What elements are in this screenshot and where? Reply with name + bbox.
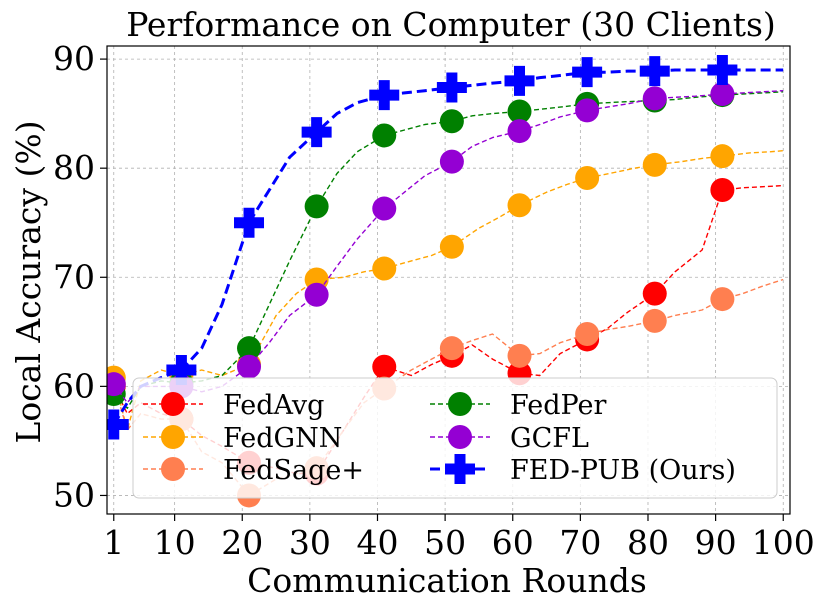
x-tick-label: 90	[695, 523, 737, 562]
x-tick-label: 80	[627, 523, 669, 562]
legend-item-fedper: FedPer	[430, 390, 606, 421]
data-point	[642, 308, 667, 333]
legend-label: FedGNN	[223, 423, 342, 454]
data-point	[304, 194, 329, 219]
data-point	[575, 166, 600, 190]
y-tick-label: 80	[53, 148, 95, 187]
data-point	[166, 355, 197, 385]
data-point	[642, 152, 667, 177]
data-point	[710, 82, 735, 106]
data-point	[710, 178, 735, 202]
data-point	[439, 109, 464, 134]
data-point	[507, 193, 532, 218]
legend-marker	[161, 457, 185, 481]
data-point	[436, 72, 467, 103]
series-line-fedper	[113, 91, 784, 409]
legend-marker	[448, 392, 472, 416]
legend-item-fedgnn: FedGNN	[143, 423, 342, 454]
data-point	[707, 55, 738, 85]
x-tick-label: 20	[221, 523, 263, 562]
x-axis-label: Communication Rounds	[247, 561, 647, 600]
data-point	[372, 354, 397, 379]
data-point	[372, 123, 397, 148]
legend-marker	[448, 425, 472, 449]
data-point	[572, 57, 603, 88]
x-tick-label: 50	[424, 523, 466, 562]
x-tick-label: 70	[559, 523, 601, 562]
axis-ticks: 1 10 20 30 40 50 60 70 80 90 100 50 60 70 80 90	[53, 39, 815, 562]
data-point	[372, 256, 397, 281]
data-point	[507, 119, 532, 144]
y-tick-label: 50	[53, 475, 95, 514]
data-point	[507, 343, 532, 368]
legend-item-gcfl: GCFL	[430, 423, 589, 454]
data-point	[237, 354, 262, 379]
data-point	[642, 86, 667, 111]
data-point	[107, 409, 129, 440]
data-point	[710, 144, 735, 169]
x-tick-label: 60	[492, 523, 534, 562]
plot-frame	[106, 45, 791, 515]
x-tick-label: 30	[289, 523, 331, 562]
data-point	[575, 98, 600, 123]
y-tick-label: 60	[53, 366, 95, 405]
x-tick-label: 40	[356, 523, 398, 562]
data-point	[304, 282, 329, 307]
data-point	[237, 336, 262, 361]
legend-label: GCFL	[510, 423, 589, 454]
data-point	[372, 196, 397, 221]
y-tick-label: 90	[53, 39, 95, 78]
legend-marker	[161, 392, 185, 416]
data-point	[642, 281, 667, 306]
data-point	[507, 99, 532, 124]
legend-marker	[161, 425, 185, 449]
legend-label: FED-PUB (Ours)	[510, 455, 736, 486]
data-point	[710, 287, 735, 312]
data-point	[504, 65, 535, 96]
legend-marker	[445, 454, 475, 484]
legend-item-fed-pub-ours: FED-PUB (Ours)	[430, 454, 736, 486]
chart-title: Performance on Computer (30 Clients)	[126, 5, 776, 44]
legend-label: FedPer	[510, 390, 606, 421]
data-point	[301, 117, 332, 148]
data-point	[439, 149, 464, 174]
x-tick-label: 10	[154, 523, 196, 562]
data-point	[369, 80, 400, 111]
legend-item-fedsage: FedSage+	[143, 455, 364, 486]
data-point	[439, 234, 464, 259]
legend-item-fedavg: FedAvg	[143, 390, 324, 421]
data-point	[107, 372, 126, 397]
y-axis-label: Local Accuracy (%)	[9, 120, 48, 443]
legend-label: FedAvg	[223, 390, 324, 421]
y-tick-label: 70	[53, 257, 95, 296]
data-point	[234, 207, 265, 238]
data-point	[575, 322, 600, 346]
series-line-gcfl	[113, 90, 784, 404]
series-fed-pub-ours	[107, 55, 784, 440]
legend-label: FedSage+	[223, 455, 364, 486]
data-point	[639, 56, 670, 87]
data-point	[439, 336, 464, 361]
x-tick-label: 1	[103, 523, 124, 562]
x-tick-label: 100	[752, 523, 815, 562]
